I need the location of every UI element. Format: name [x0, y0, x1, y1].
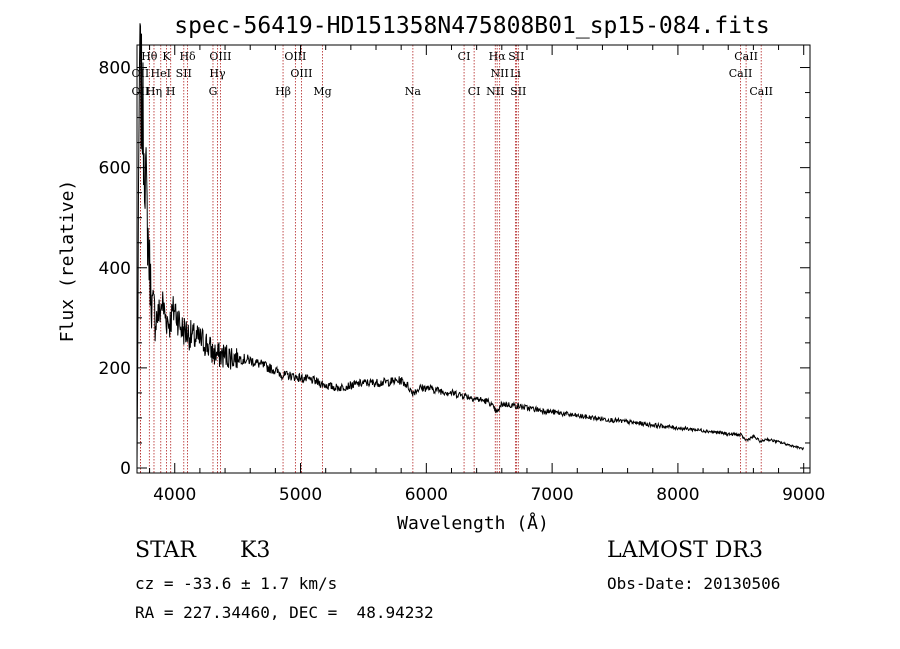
y-tick-label: 200 — [99, 359, 131, 379]
line-label: Hδ — [179, 50, 196, 63]
y-tick-label: 400 — [99, 259, 131, 279]
line-label: Hθ — [141, 50, 158, 63]
line-label: Hα — [489, 50, 507, 63]
x-axis-label: Wavelength (Å) — [397, 512, 549, 534]
line-label: OIII — [284, 50, 306, 63]
coordinates: RA = 227.34460, DEC = 48.94232 — [135, 603, 434, 622]
object-class: STAR — [135, 538, 196, 563]
line-label: NII — [486, 85, 504, 98]
obs-date: Obs-Date: 20130506 — [607, 574, 781, 593]
spectrum-series — [136, 23, 805, 469]
axes: 4000 5000 6000 7000 8000 9000 0 200 400 600 800 — [99, 45, 825, 505]
line-label: CI — [458, 50, 471, 63]
survey-name: LAMOST DR3 — [607, 538, 763, 563]
redshift-value: cz = -33.6 ± 1.7 km/s — [135, 574, 338, 593]
line-label: CaII — [734, 50, 758, 63]
line-label: Hβ — [275, 85, 291, 98]
line-label: SII — [510, 85, 526, 98]
line-label: OIII — [209, 50, 231, 63]
chart-title: spec-56419-HD151358N475808B01_sp15-084.f… — [174, 13, 769, 39]
x-tick-label: 8000 — [656, 485, 699, 505]
y-tick-label: 600 — [99, 159, 131, 179]
line-label: Hγ — [209, 67, 226, 80]
x-tick-label: 7000 — [530, 485, 573, 505]
y-tick-label: 800 — [99, 59, 131, 79]
line-label: H — [166, 85, 176, 98]
line-label: K — [162, 50, 171, 63]
line-label: G — [209, 85, 218, 98]
line-label: NII — [491, 67, 509, 80]
line-label: HeI — [151, 67, 171, 80]
x-tick-label: 5000 — [279, 485, 322, 505]
plot-frame — [136, 44, 811, 474]
line-label: Li — [510, 67, 521, 80]
y-axis-label: Flux (relative) — [57, 180, 78, 343]
x-tick-label: 9000 — [782, 485, 825, 505]
x-tick-label: 4000 — [153, 485, 196, 505]
line-label: SII — [508, 50, 524, 63]
line-label: SII — [176, 67, 192, 80]
line-label: Hη — [146, 85, 162, 98]
y-tick-label: 0 — [120, 459, 131, 479]
flux-line — [136, 23, 805, 469]
line-label: Na — [405, 85, 422, 98]
subclass: K3 — [240, 538, 271, 563]
line-label: CaII — [749, 85, 773, 98]
x-tick-label: 6000 — [405, 485, 448, 505]
line-label: Mg — [313, 85, 331, 98]
line-label: CaII — [729, 67, 753, 80]
line-label: CI — [468, 85, 481, 98]
line-label: OIII — [290, 67, 312, 80]
